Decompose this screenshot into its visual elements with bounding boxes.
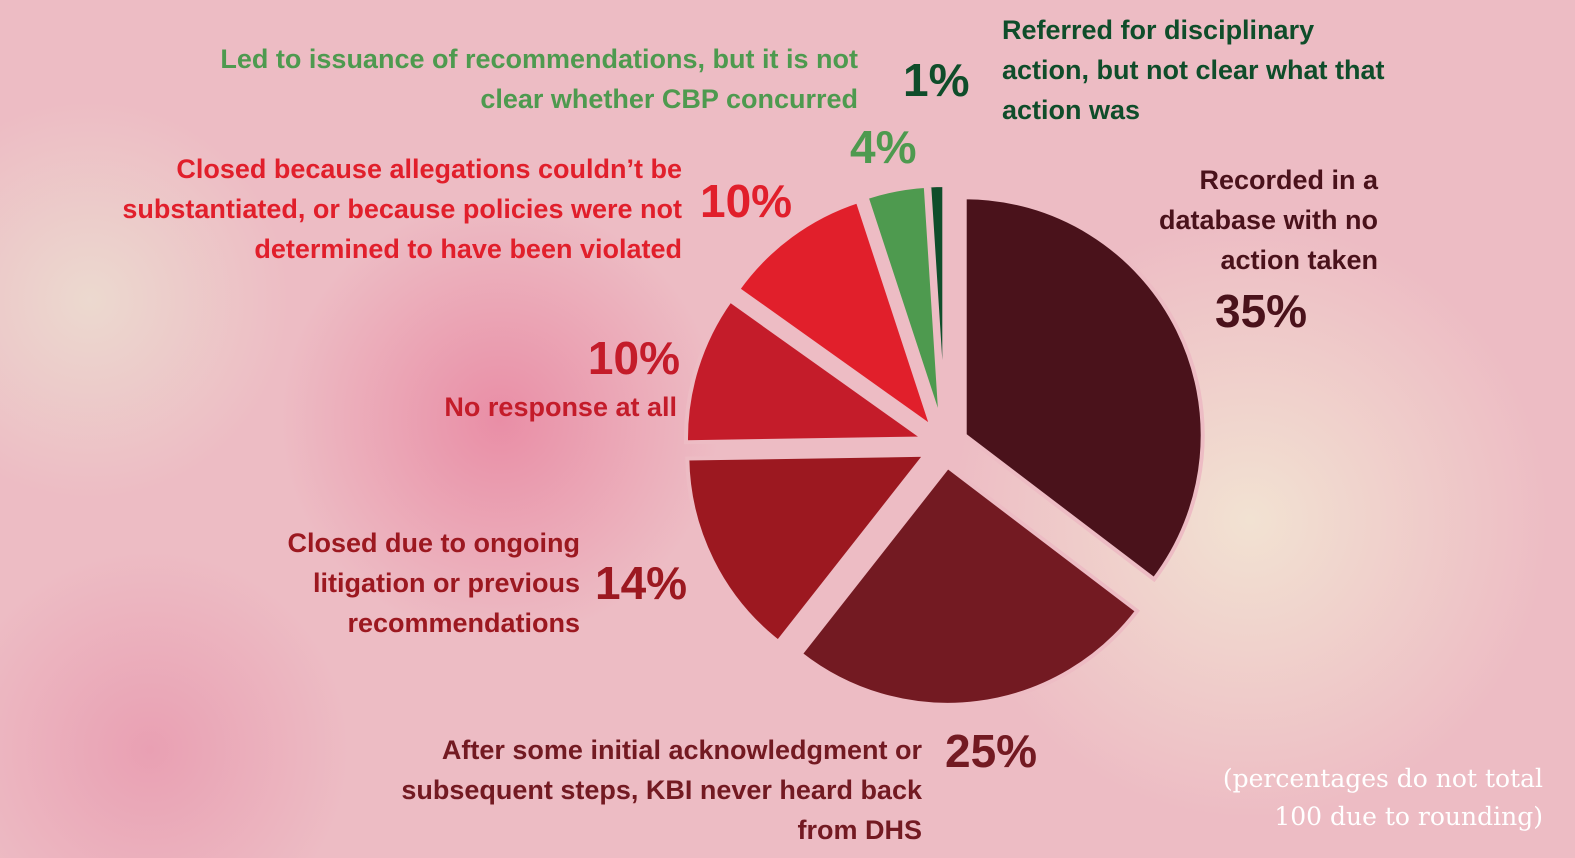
value-label: 10% xyxy=(587,332,680,384)
value-label: 14% xyxy=(595,557,688,609)
slice-label: Led to issuance of recommendations, but … xyxy=(220,44,858,114)
pie-slice xyxy=(684,297,931,445)
value-label: 35% xyxy=(1215,285,1308,337)
slice-label: Recorded in a database with no action ta… xyxy=(1158,165,1378,275)
pie-slice xyxy=(685,452,930,645)
value-label: 10% xyxy=(700,175,793,227)
slice-label: After some initial acknowledgment or sub… xyxy=(401,735,922,845)
pie-slice xyxy=(864,183,943,425)
pie-slice xyxy=(962,195,1205,583)
value-label: 1% xyxy=(903,54,970,106)
pie-slice xyxy=(735,198,936,433)
slice-label: Closed due to ongoing litigation or prev… xyxy=(287,528,580,638)
value-label: 4% xyxy=(850,121,917,173)
footnote: (percentages do not total 100 due to rou… xyxy=(1222,764,1543,831)
pie-slice xyxy=(797,464,1140,707)
slice-label: Closed because allegations couldn’t be s… xyxy=(122,154,682,264)
slice-label: Referred for disciplinary action, but no… xyxy=(1002,15,1385,125)
value-label: 25% xyxy=(945,725,1038,777)
pie-slice xyxy=(927,183,947,424)
slice-label: No response at all xyxy=(444,392,677,422)
